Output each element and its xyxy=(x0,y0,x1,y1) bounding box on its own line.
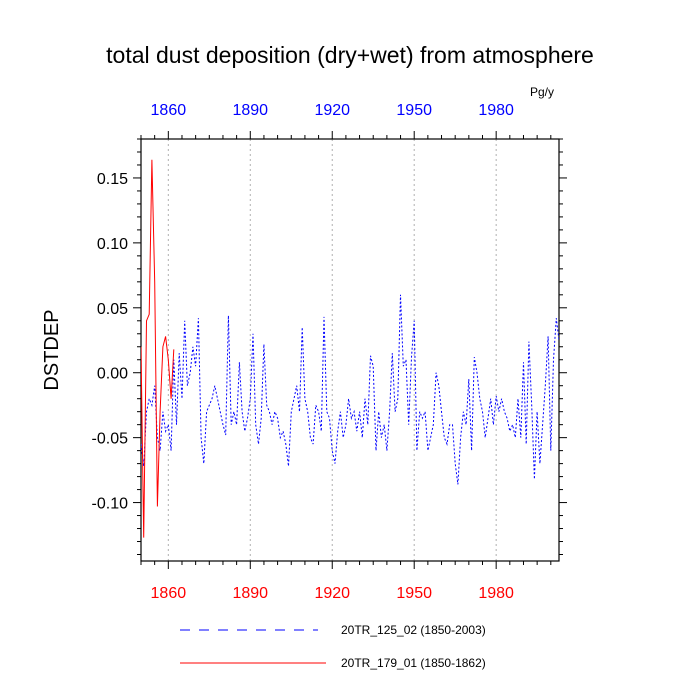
y-tick-label: -0.05 xyxy=(92,431,129,448)
y-tick-label: 0.10 xyxy=(97,236,128,253)
x-tick-label-top: 1860 xyxy=(151,102,187,119)
x-tick-label-bottom: 1860 xyxy=(151,585,187,602)
y-axis-label: DSTDEP xyxy=(41,309,63,390)
y-tick-label: -0.10 xyxy=(92,496,129,513)
chart-title: total dust deposition (dry+wet) from atm… xyxy=(106,42,594,68)
legend-label-blue: 20TR_125_02 (1850-2003) xyxy=(341,623,486,637)
x-tick-label-bottom: 1920 xyxy=(314,585,350,602)
x-tick-label-top: 1920 xyxy=(314,102,350,119)
series-line-red xyxy=(141,159,175,538)
x-tick-label-top: 1980 xyxy=(478,102,514,119)
x-tick-label-bottom: 1980 xyxy=(478,585,514,602)
x-tick-label-bottom: 1890 xyxy=(232,585,268,602)
y-tick-label: 0.05 xyxy=(97,301,128,318)
x-tick-label-top: 1890 xyxy=(232,102,268,119)
units-label: Pg/y xyxy=(530,85,555,99)
series-line-blue xyxy=(141,294,559,485)
y-tick-label: 0.15 xyxy=(97,171,128,188)
legend-label-red: 20TR_179_01 (1850-1862) xyxy=(341,656,486,670)
y-tick-label: 0.00 xyxy=(97,366,128,383)
x-tick-label-top: 1950 xyxy=(396,102,432,119)
x-tick-label-bottom: 1950 xyxy=(396,585,432,602)
